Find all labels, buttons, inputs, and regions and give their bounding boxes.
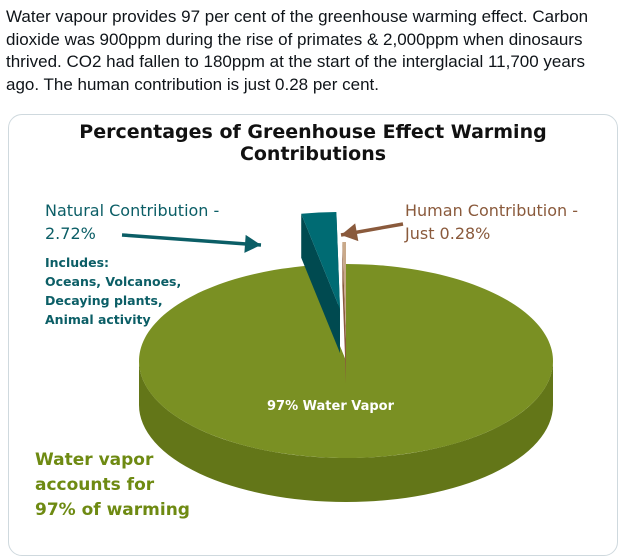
water-note-line: accounts for — [35, 475, 155, 495]
water-vapor-slice-label: 97% Water Vapor — [267, 399, 395, 414]
water-vapor-note: Water vapor accounts for 97% of warming — [35, 448, 190, 523]
slice-side-0 — [139, 361, 553, 502]
includes-line: Animal activity — [45, 312, 151, 327]
water-note-line: Water vapor — [35, 450, 154, 470]
pie-slice-water-vapor — [139, 264, 554, 458]
slice-cut-face — [342, 242, 346, 383]
natural-arrow — [121, 233, 262, 247]
chart-image[interactable]: Percentages of Greenhouse Effect Warming… — [8, 114, 618, 556]
natural-label-line2: 2.72% — [45, 224, 96, 243]
tweet-text: Water vapour provides 97 per cent of the… — [6, 7, 589, 94]
human-label-line1: Human Contribution - — [405, 201, 578, 220]
pie-slice-natural-contribution — [301, 212, 340, 309]
natural-label: Natural Contribution - 2.72% — [45, 199, 219, 245]
human-label: Human Contribution - Just 0.28% — [405, 199, 578, 245]
chart-title: Percentages of Greenhouse Effect Warming… — [79, 121, 547, 165]
human-label-line2: Just 0.28% — [405, 224, 491, 243]
water-note-line: 97% of warming — [35, 500, 190, 520]
includes-line: Oceans, Volcanoes, — [45, 274, 182, 289]
pie-chart — [121, 212, 554, 502]
human-arrow-head — [341, 223, 359, 242]
slice-cut-face — [301, 213, 340, 353]
natural-includes: Includes: Oceans, Volcanoes, Decaying pl… — [45, 253, 181, 329]
pie-slice-human-contribution — [342, 242, 346, 339]
includes-line: Includes: — [45, 255, 110, 270]
natural-label-line1: Natural Contribution - — [45, 201, 220, 220]
natural-arrow-head — [244, 234, 261, 253]
includes-line: Decaying plants, — [45, 293, 163, 308]
